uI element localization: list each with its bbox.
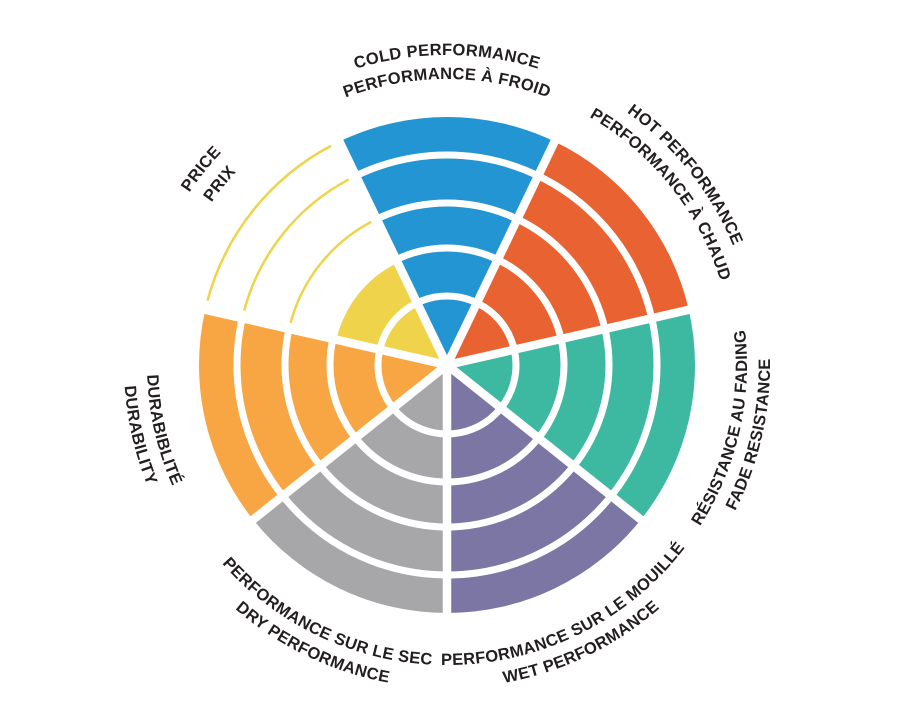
sector-divider	[446, 303, 702, 370]
sector-cold	[339, 117, 555, 365]
sector-divider	[330, 128, 451, 367]
sector-divider	[192, 303, 448, 370]
unfilled-outline-arcs	[206, 144, 372, 324]
unfilled-band-arc-price	[289, 220, 372, 324]
unfilled-band-arc-price	[206, 144, 332, 301]
sector-dry	[253, 365, 448, 613]
sector-divider	[241, 361, 450, 531]
unfilled-band-arc-price	[243, 178, 350, 311]
sector-label-cold-fr: PERFORMANCE À FROID	[341, 65, 553, 101]
sector-dividers	[192, 128, 702, 625]
sector-wet	[446, 365, 641, 613]
sector-divider	[444, 361, 653, 531]
sector-divider	[443, 128, 564, 367]
